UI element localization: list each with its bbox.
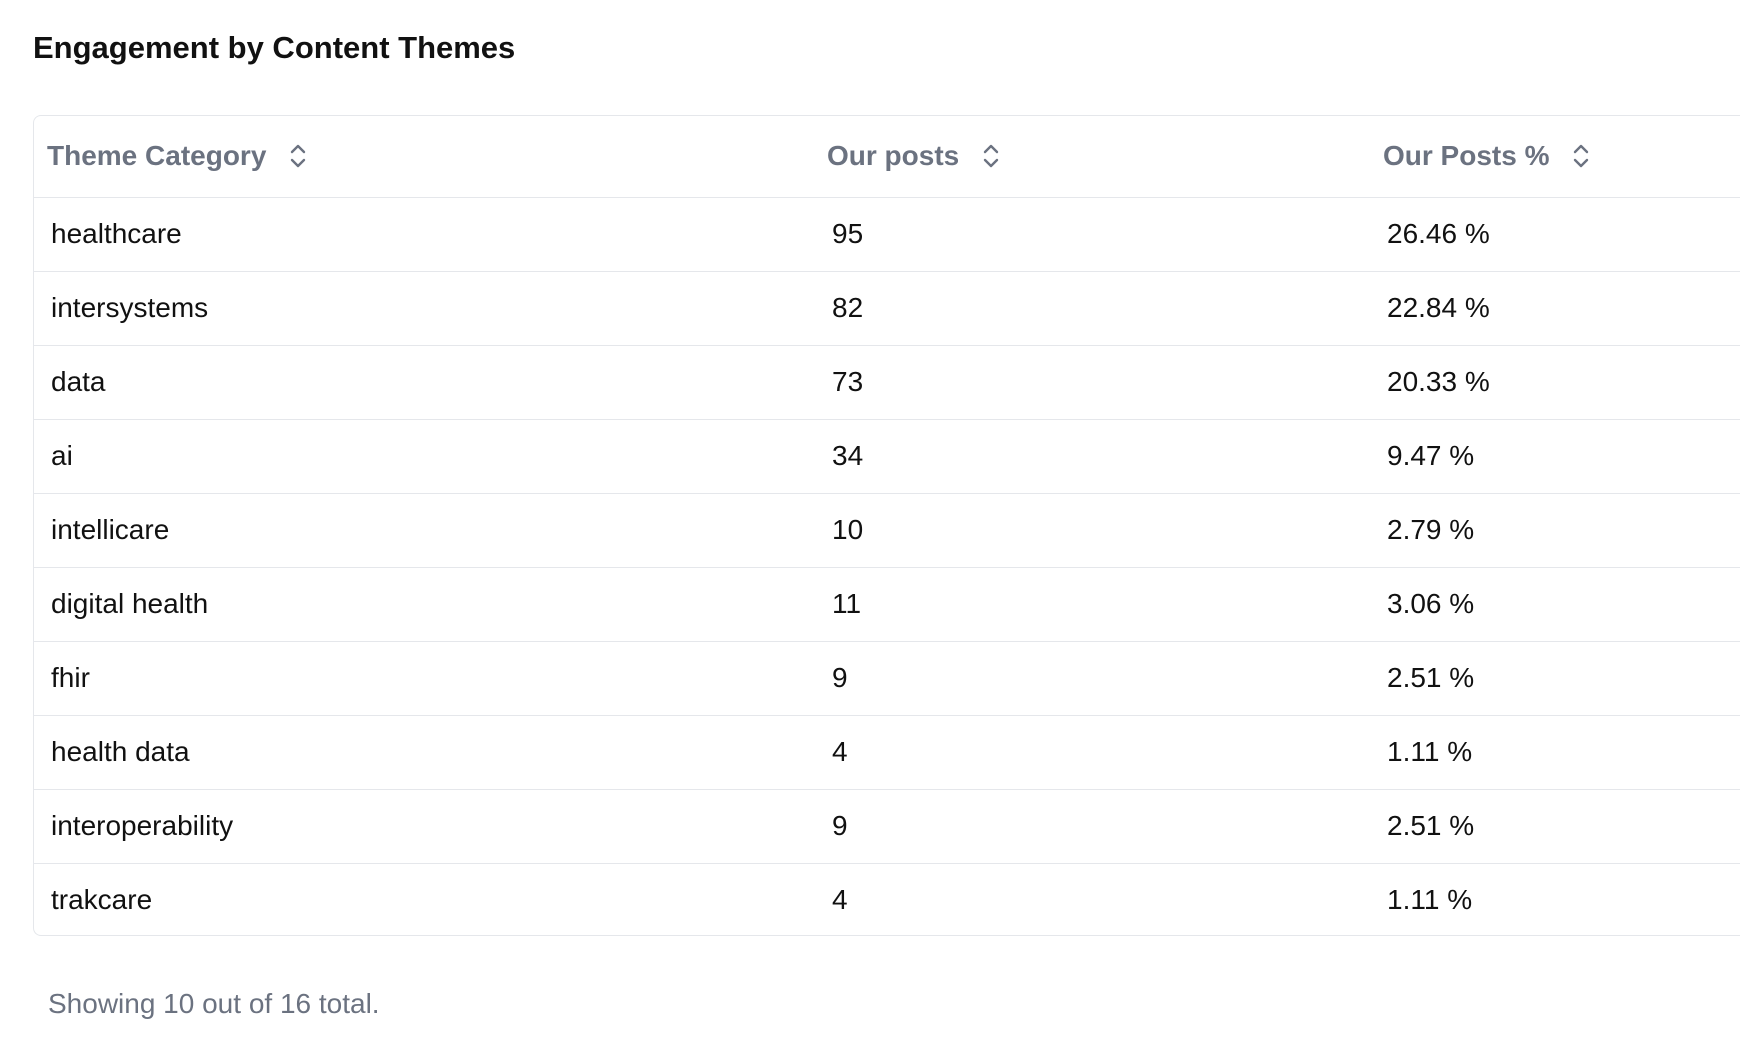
column-header-label: Theme Category <box>47 140 267 172</box>
cell-percent: 9.47 % <box>1370 419 1740 494</box>
table-row: ai 34 9.47 % <box>34 419 1740 494</box>
column-header-label: Our Posts % <box>1383 140 1550 172</box>
cell-percent: 2.51 % <box>1370 789 1740 864</box>
cell-theme: data <box>34 345 814 420</box>
sort-button-our-posts[interactable]: Our posts <box>827 134 1001 178</box>
sort-icon[interactable] <box>288 141 308 171</box>
cell-theme: intersystems <box>34 271 814 346</box>
page-title: Engagement by Content Themes <box>33 30 516 65</box>
cell-percent: 22.84 % <box>1370 271 1740 346</box>
cell-posts: 11 <box>814 567 1370 642</box>
cell-percent: 1.11 % <box>1370 715 1740 790</box>
sort-button-our-posts-percent[interactable]: Our Posts % <box>1383 134 1591 178</box>
table-row: interoperability 9 2.51 % <box>34 789 1740 864</box>
column-header-our-posts-percent[interactable]: Our Posts % <box>1370 116 1740 198</box>
cell-theme: trakcare <box>51 884 153 916</box>
cell-percent: 2.79 % <box>1370 493 1740 568</box>
cell-posts: 10 <box>814 493 1370 568</box>
table-row: intersystems 82 22.84 % <box>34 271 1740 346</box>
cell-percent: 3.06 % <box>1370 567 1740 642</box>
cell-theme: fhir <box>34 641 814 716</box>
cell-theme: healthcare <box>34 197 814 272</box>
cell-posts: 9 <box>814 641 1370 716</box>
cell-percent: 2.51 % <box>1370 641 1740 716</box>
pagination-summary: Showing 10 out of 16 total. <box>48 988 380 1019</box>
table-row: data 73 20.33 % <box>34 345 1740 420</box>
themes-table-container: Theme Category Our posts <box>33 115 1740 936</box>
cell-posts: 4 <box>832 884 848 916</box>
table-body: healthcare 95 26.46 % intersystems 82 22… <box>34 197 1740 935</box>
cell-theme: intellicare <box>34 493 814 568</box>
table-row: fhir 9 2.51 % <box>34 641 1740 716</box>
table-row: digital health 11 3.06 % <box>34 567 1740 642</box>
table-row: health data 4 1.11 % <box>34 715 1740 790</box>
cell-posts: 9 <box>814 789 1370 864</box>
cell-theme: health data <box>34 715 814 790</box>
cell-theme: digital health <box>34 567 814 642</box>
column-header-label: Our posts <box>827 140 960 172</box>
cell-percent: 26.46 % <box>1370 197 1740 272</box>
cell-theme: ai <box>34 419 814 494</box>
cell-posts: 82 <box>814 271 1370 346</box>
cell-percent: 20.33 % <box>1370 345 1740 420</box>
sort-icon[interactable] <box>1571 141 1591 171</box>
cell-theme: interoperability <box>34 789 814 864</box>
column-header-theme-category[interactable]: Theme Category <box>34 116 814 198</box>
cell-posts: 4 <box>814 715 1370 790</box>
cell-posts: 34 <box>814 419 1370 494</box>
cell-posts: 73 <box>814 345 1370 420</box>
table-row: trakcare 4 1.11 % <box>34 863 1740 935</box>
sort-icon[interactable] <box>981 141 1001 171</box>
cell-percent: 1.11 % <box>1387 884 1473 916</box>
table-header-row: Theme Category Our posts <box>34 116 1740 198</box>
column-header-our-posts[interactable]: Our posts <box>814 116 1370 198</box>
cell-posts: 95 <box>814 197 1370 272</box>
sort-button-theme-category[interactable]: Theme Category <box>47 134 308 178</box>
table-row: intellicare 10 2.79 % <box>34 493 1740 568</box>
table-row: healthcare 95 26.46 % <box>34 197 1740 272</box>
table-header: Theme Category Our posts <box>34 116 1740 198</box>
themes-table: Theme Category Our posts <box>34 116 1740 935</box>
